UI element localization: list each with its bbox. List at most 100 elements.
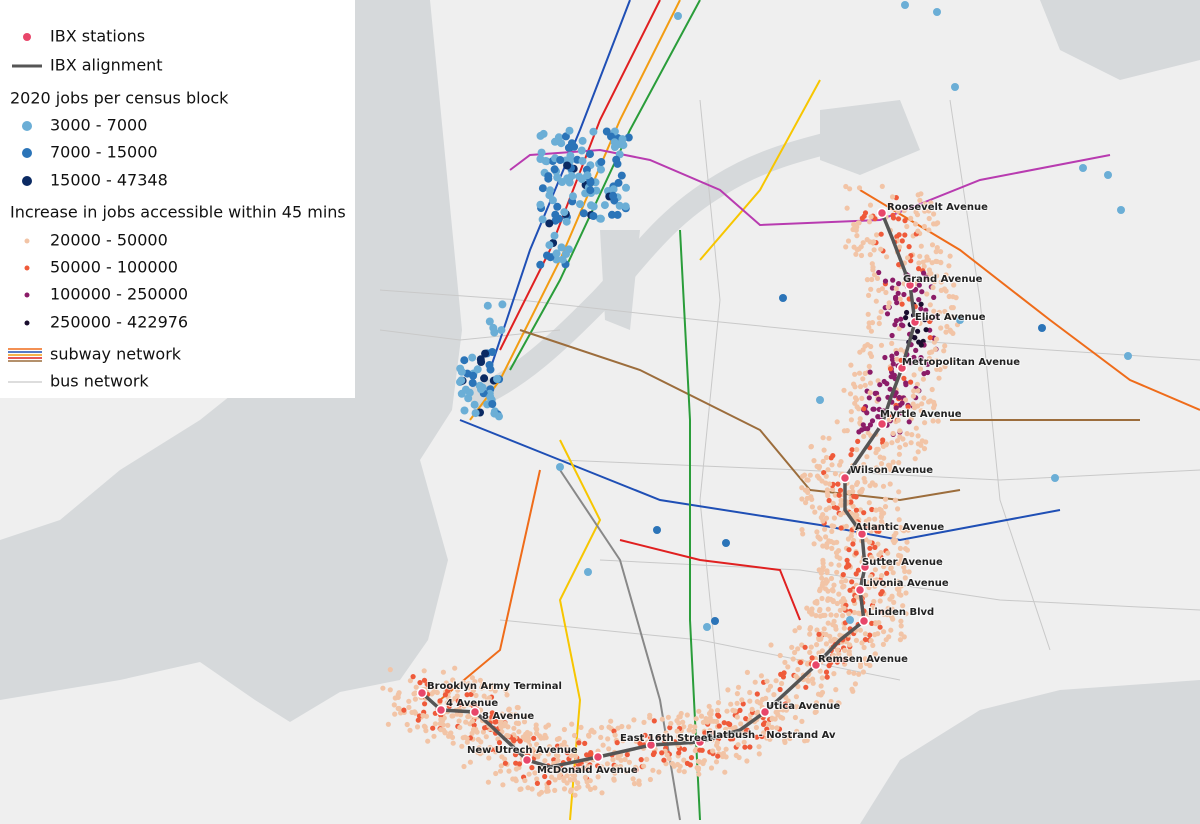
access-dot: [865, 311, 871, 317]
access-dot: [518, 786, 524, 792]
jobs-dot: [674, 12, 682, 20]
access-dot: [884, 560, 890, 566]
access-dot: [855, 438, 861, 444]
access-dot: [802, 644, 808, 650]
station-label: Wilson Avenue: [850, 465, 933, 476]
access-dot: [780, 715, 786, 721]
access-dot: [860, 376, 866, 382]
legend-label: 7000 - 15000: [50, 143, 158, 162]
jobs-dot: [538, 184, 547, 193]
access-dot: [933, 336, 940, 342]
access-dot: [921, 223, 928, 230]
access-dot: [857, 384, 864, 390]
access-dot: [430, 689, 437, 695]
access-dot: [414, 724, 421, 730]
access-dot: [918, 191, 924, 197]
access-dot: [586, 732, 592, 738]
access-dot: [793, 673, 799, 679]
access-dot: [668, 720, 674, 727]
access-dot: [884, 570, 890, 576]
access-dot: [469, 675, 475, 681]
access-dot: [921, 263, 927, 269]
access-dot: [458, 712, 464, 718]
access-dot: [663, 730, 669, 736]
access-dot: [889, 194, 896, 200]
jobs-dot: [586, 150, 594, 159]
access-dot: [592, 785, 598, 791]
access-dot: [898, 583, 904, 589]
jobs-dot: [586, 186, 595, 195]
legend-heading: Increase in jobs accessible within 45 mi…: [10, 203, 346, 222]
access-dot: [807, 472, 813, 478]
access-dot: [471, 722, 477, 728]
access-dot: [904, 223, 910, 230]
access-dot: [881, 564, 887, 570]
access-dot: [687, 723, 694, 730]
access-dot: [774, 725, 780, 731]
access-dot: [853, 251, 859, 257]
access-dot: [861, 406, 867, 412]
access-dot: [816, 636, 822, 643]
access-dot: [535, 754, 541, 760]
access-dot: [450, 713, 456, 719]
access-dot: [827, 481, 833, 487]
access-dot: [837, 462, 843, 468]
access-dot: [872, 516, 878, 522]
access-dot: [851, 609, 858, 616]
access-dot: [878, 309, 884, 315]
station-dot: [435, 704, 447, 716]
access-dot: [799, 527, 805, 533]
access-dot: [767, 683, 774, 689]
access-dot: [821, 470, 827, 476]
access-dot: [851, 221, 857, 228]
access-dot: [814, 642, 820, 648]
access-dot: [868, 573, 874, 580]
access-dot: [534, 730, 540, 737]
access-dot: [833, 612, 840, 618]
access-dot: [404, 721, 410, 728]
station-dot: [469, 706, 481, 718]
access-dot: [819, 567, 825, 573]
access-dot: [842, 647, 848, 654]
access-dot: [894, 350, 900, 356]
access-dot: [769, 716, 775, 722]
access-dot: [824, 568, 830, 574]
access-dot: [875, 378, 881, 384]
access-dot: [928, 200, 934, 206]
access-dot: [880, 483, 887, 489]
access-dot: [925, 361, 931, 367]
jobs-dot: [1117, 206, 1125, 214]
access-dot: [812, 599, 818, 606]
access-dot: [916, 297, 922, 303]
access-dot: [873, 298, 879, 304]
access-dot: [816, 631, 822, 637]
access-dot: [822, 526, 828, 532]
access-dot: [896, 244, 903, 250]
access-dot: [819, 595, 825, 602]
jobs-dot: [583, 171, 592, 180]
access-dot: [420, 713, 426, 719]
access-dot: [691, 728, 697, 735]
access-dot: [937, 366, 943, 373]
access-dot: [756, 744, 762, 750]
jobs-dot: [536, 200, 545, 209]
jobs-dot: [597, 158, 606, 166]
access-dot: [768, 642, 774, 648]
access-dot: [676, 734, 682, 740]
access-dot: [817, 588, 823, 594]
access-dot: [422, 701, 428, 707]
access-dot: [480, 729, 486, 735]
access-dot: [739, 697, 745, 703]
access-dot: [445, 722, 451, 728]
access-dot: [516, 729, 522, 735]
access-dot: [787, 735, 793, 742]
access-dot: [706, 710, 713, 717]
access-dot: [928, 271, 934, 277]
access-dot: [661, 757, 667, 763]
jobs-dot: [722, 539, 730, 547]
access-dot: [923, 327, 929, 333]
access-dot: [716, 723, 722, 729]
legend-symbol: [23, 33, 31, 41]
access-dot: [744, 727, 750, 733]
access-dot: [764, 726, 770, 732]
